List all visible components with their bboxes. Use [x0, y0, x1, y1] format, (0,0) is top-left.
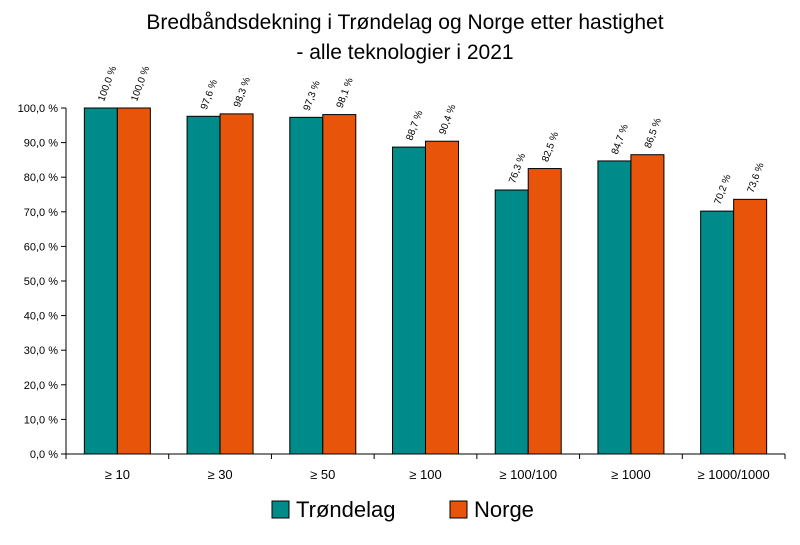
data-label: 98,3 %: [232, 76, 253, 109]
data-label: 88,7 %: [404, 109, 425, 142]
data-label: 90,4 %: [437, 103, 458, 136]
bar-trondelag: [186, 115, 221, 455]
y-tick-label: 80,0 %: [24, 172, 58, 184]
x-category-label: ≥ 30: [207, 467, 232, 482]
legend-swatch-trondelag: [271, 500, 290, 519]
data-label: 100,0 %: [129, 65, 152, 103]
data-label: 70,2 %: [713, 173, 734, 206]
x-category-label: ≥ 10: [105, 467, 130, 482]
y-tick-label: 100,0 %: [18, 103, 59, 115]
bar-norge: [527, 168, 562, 455]
y-tick-label: 20,0 %: [24, 380, 58, 392]
legend-label-trondelag: Trøndelag: [296, 497, 395, 522]
legend-swatch-norge: [449, 500, 468, 519]
data-label: 73,6 %: [746, 161, 767, 194]
data-label: 82,5 %: [540, 130, 561, 163]
y-tick-label: 60,0 %: [24, 241, 58, 253]
plot-area: 0,0 % 10,0 % 20,0 % 30,0 % 40,0 % 50,0 % 60,0 …: [18, 65, 786, 482]
data-label: 97,6 %: [199, 78, 220, 111]
x-category-label: ≥ 1000: [611, 467, 651, 482]
x-category-label: ≥ 1000/1000: [698, 467, 770, 482]
bar-norge: [116, 107, 151, 455]
bar-trondelag: [83, 107, 118, 455]
chart-title-line-2: - alle teknologier i 2021: [296, 41, 513, 64]
y-tick-label: 10,0 %: [24, 414, 58, 426]
bar-trondelag: [494, 189, 529, 455]
bar-norge: [733, 198, 768, 455]
bar-norge: [630, 154, 665, 455]
bar-trondelag: [700, 210, 735, 455]
y-tick-label: 50,0 %: [24, 276, 58, 288]
bar-norge: [322, 114, 357, 455]
x-category-label: ≥ 50: [310, 467, 335, 482]
x-category-label: ≥ 100/100: [499, 467, 557, 482]
bar-norge: [425, 140, 459, 455]
data-label: 76,3 %: [507, 152, 528, 185]
data-label: 100,0 %: [96, 65, 119, 103]
x-category-label: ≥ 100: [409, 467, 441, 482]
legend: Trøndelag Norge: [271, 497, 534, 522]
bar-trondelag: [289, 116, 324, 455]
legend-label-norge: Norge: [474, 497, 534, 522]
data-label: 97,3 %: [302, 79, 323, 112]
data-label: 86,5 %: [643, 117, 664, 150]
bar-norge: [219, 113, 254, 455]
chart-title-line-1: Bredbåndsdekning i Trøndelag og Norge et…: [146, 11, 663, 34]
y-tick-label: 0,0 %: [30, 449, 58, 461]
data-label: 84,7 %: [610, 123, 631, 156]
bar-trondelag: [392, 146, 426, 455]
data-label: 98,1 %: [335, 76, 356, 109]
bar-trondelag: [597, 160, 632, 455]
y-tick-label: 30,0 %: [24, 345, 58, 357]
y-tick-label: 70,0 %: [24, 207, 58, 219]
y-tick-label: 40,0 %: [24, 311, 58, 323]
y-tick-label: 90,0 %: [24, 138, 58, 150]
